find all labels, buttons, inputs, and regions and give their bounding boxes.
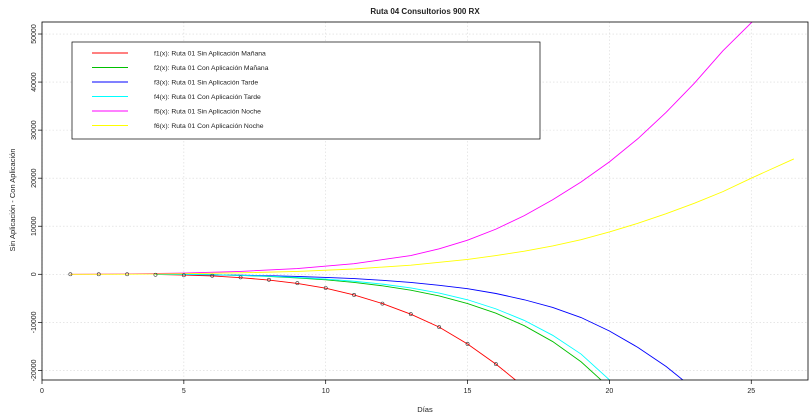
x-tick-label: 0 xyxy=(40,388,44,395)
legend-label: f4(x): Ruta 01 Con Aplicación Tarde xyxy=(154,94,261,101)
y-tick-label: 40000 xyxy=(31,72,38,92)
observed-point xyxy=(267,277,271,282)
chart-title: Ruta 04 Consultorios 900 RX xyxy=(370,7,480,16)
observed-point xyxy=(238,275,243,280)
legend-label: f6(x): Ruta 01 Con Aplicación Noche xyxy=(154,123,264,130)
y-tick-label: 30000 xyxy=(31,120,38,140)
legend: f1(x): Ruta 01 Sin Aplicación Mañana f2(x… xyxy=(71,41,541,140)
series-line-f2 xyxy=(155,273,602,380)
y-tick-label: 0 xyxy=(31,272,38,276)
observed-point xyxy=(408,312,413,317)
legend-label: f3(x): Ruta 01 Sin Aplicación Tarde xyxy=(154,80,258,87)
observed-point xyxy=(68,272,73,277)
x-tick-label: 10 xyxy=(322,388,330,395)
observed-point xyxy=(352,293,356,297)
y-axis: -20000 -10000 0 10000 20000 30000 40000 50000 xyxy=(31,24,42,381)
series-line-f5 xyxy=(70,22,753,275)
observed-point xyxy=(210,273,215,278)
observed-point xyxy=(125,272,130,277)
x-axis-title: Días xyxy=(417,405,433,414)
observed-point xyxy=(153,272,158,277)
legend-label: f5(x): Ruta 01 Sin Aplicación Noche xyxy=(154,109,261,116)
observed-point xyxy=(465,342,470,346)
y-tick-label: -20000 xyxy=(31,359,38,381)
series-line-f1 xyxy=(155,273,517,380)
series-line-f4 xyxy=(155,273,611,380)
x-tick-label: 5 xyxy=(182,388,186,395)
x-tick-label: 15 xyxy=(464,388,472,395)
x-tick-label: 20 xyxy=(606,388,614,395)
y-tick-label: -10000 xyxy=(31,311,38,333)
series-line-f3 xyxy=(183,274,684,380)
observed-point xyxy=(380,301,385,306)
y-axis-title: Sin Aplicación - Con Aplicación xyxy=(8,149,17,252)
plot-frame xyxy=(41,21,809,381)
observed-point xyxy=(181,273,186,278)
observed-point xyxy=(323,286,328,290)
observed-points xyxy=(68,272,498,367)
x-axis: 0 5 10 15 20 25 xyxy=(40,380,755,395)
legend-box xyxy=(71,41,541,140)
legend-label: f2(x): Ruta 01 Con Aplicación Mañana xyxy=(154,65,269,72)
y-tick-label: 50000 xyxy=(31,24,38,44)
y-tick-label: 20000 xyxy=(31,168,38,188)
observed-point xyxy=(295,281,300,286)
series-line-f6 xyxy=(70,158,794,275)
x-tick-label: 25 xyxy=(747,388,755,395)
observed-point xyxy=(96,272,101,277)
observed-point xyxy=(494,362,498,367)
y-tick-label: 10000 xyxy=(31,216,38,236)
series-layer xyxy=(70,22,794,380)
observed-point xyxy=(437,325,442,330)
legend-label: f1(x): Ruta 01 Sin Aplicación Mañana xyxy=(154,51,266,58)
